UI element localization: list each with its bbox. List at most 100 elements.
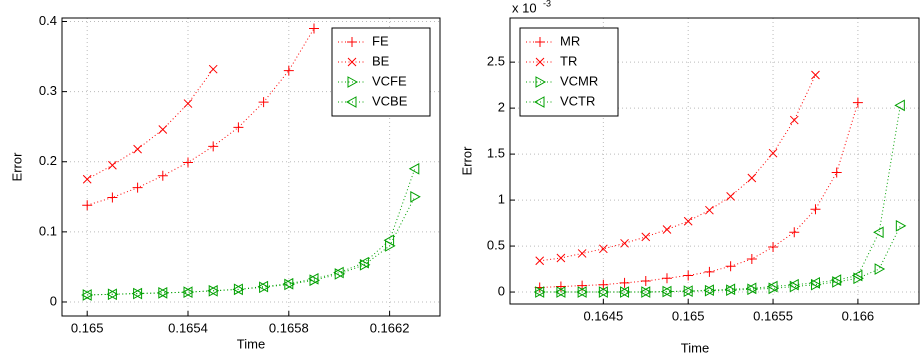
data-point (576, 286, 587, 298)
legend-label: MR (560, 33, 580, 48)
data-point (894, 99, 905, 112)
y-tick-label: 2 (498, 100, 505, 115)
data-point (852, 97, 863, 108)
data-point (82, 200, 93, 211)
x-tick-label: 0.1662 (370, 320, 410, 335)
data-point (767, 280, 778, 293)
data-point (533, 286, 545, 298)
y-tick-label: 2.5 (487, 54, 505, 69)
data-point (107, 192, 118, 203)
x-tick-label: 0.166 (842, 308, 875, 323)
data-point (309, 274, 321, 287)
y-tick-label: 0 (50, 293, 57, 308)
data-point (131, 287, 143, 300)
data-point (208, 64, 218, 74)
y-tick-label: 1.5 (487, 146, 505, 161)
data-point (383, 234, 395, 247)
data-point (768, 148, 778, 158)
data-point (233, 122, 244, 133)
x-tick-label: 0.1658 (269, 320, 309, 335)
data-point (258, 97, 269, 108)
legend-label: VCBE (372, 93, 408, 108)
data-point (683, 270, 694, 281)
plot-content (81, 23, 421, 301)
data-point (768, 282, 780, 295)
legend-label: BE (372, 53, 390, 68)
y-axis-label: Error (9, 152, 24, 182)
data-point (157, 170, 168, 181)
legend-marker (347, 37, 357, 47)
data-point (682, 285, 693, 297)
data-point (619, 277, 630, 288)
data-point (208, 141, 219, 152)
legend-marker (347, 76, 359, 88)
y-tick-label: 0 (498, 283, 505, 298)
legend-label: VCTR (560, 93, 595, 108)
legend-marker (535, 57, 545, 67)
data-point (660, 285, 672, 298)
data-point (747, 173, 757, 183)
legend-label: VCFE (372, 73, 407, 88)
data-point (554, 286, 566, 298)
data-point (661, 273, 672, 284)
data-point (183, 157, 193, 168)
data-point (81, 289, 92, 301)
data-point (789, 280, 801, 293)
data-point (662, 225, 672, 234)
data-point (641, 232, 651, 242)
data-point (282, 277, 294, 290)
x-axis-label: Time (237, 336, 265, 351)
data-point (851, 269, 863, 282)
axis-multiplier: x 10 (512, 0, 537, 15)
data-point (232, 283, 243, 296)
data-point (309, 23, 319, 34)
data-point (408, 162, 420, 175)
data-point (618, 286, 630, 298)
data-point (307, 272, 319, 285)
data-point (555, 281, 566, 292)
data-point (283, 65, 294, 76)
data-point (703, 284, 714, 297)
axes-box (61, 17, 441, 317)
data-point (410, 190, 421, 203)
y-tick-label: 0.2 (39, 153, 57, 168)
data-point (106, 288, 117, 301)
legend-marker (345, 96, 357, 108)
data-point (183, 99, 193, 108)
data-point (598, 279, 609, 290)
series-line (539, 102, 859, 288)
data-point (358, 256, 369, 269)
data-point (832, 276, 843, 288)
plot-content (533, 70, 907, 298)
x-tick-label: 0.1655 (753, 308, 793, 323)
data-point (704, 266, 715, 277)
axes-box (509, 17, 920, 305)
y-tick-label: 0.3 (39, 83, 57, 98)
data-point (156, 287, 168, 299)
data-point (158, 125, 168, 134)
legend-marker (535, 76, 547, 88)
data-point (181, 286, 193, 299)
x-tick-label: 0.165 (71, 320, 104, 335)
data-point (108, 160, 117, 170)
data-point (874, 263, 886, 275)
data-point (333, 266, 344, 279)
data-point (724, 283, 736, 296)
data-point (620, 238, 629, 248)
data-point (853, 272, 864, 285)
y-axis-label: Error (459, 146, 474, 176)
data-point (577, 249, 587, 258)
data-point (597, 286, 608, 298)
data-point (810, 278, 822, 291)
data-point (789, 115, 799, 125)
legend-label: VCMR (560, 73, 598, 88)
y-tick-label: 1 (498, 192, 505, 207)
x-tick-label: 0.1654 (168, 320, 208, 335)
data-point (726, 192, 735, 201)
data-point (831, 167, 842, 178)
data-point (895, 219, 907, 232)
data-point (257, 280, 269, 293)
data-point (82, 174, 92, 184)
data-point (768, 241, 779, 252)
